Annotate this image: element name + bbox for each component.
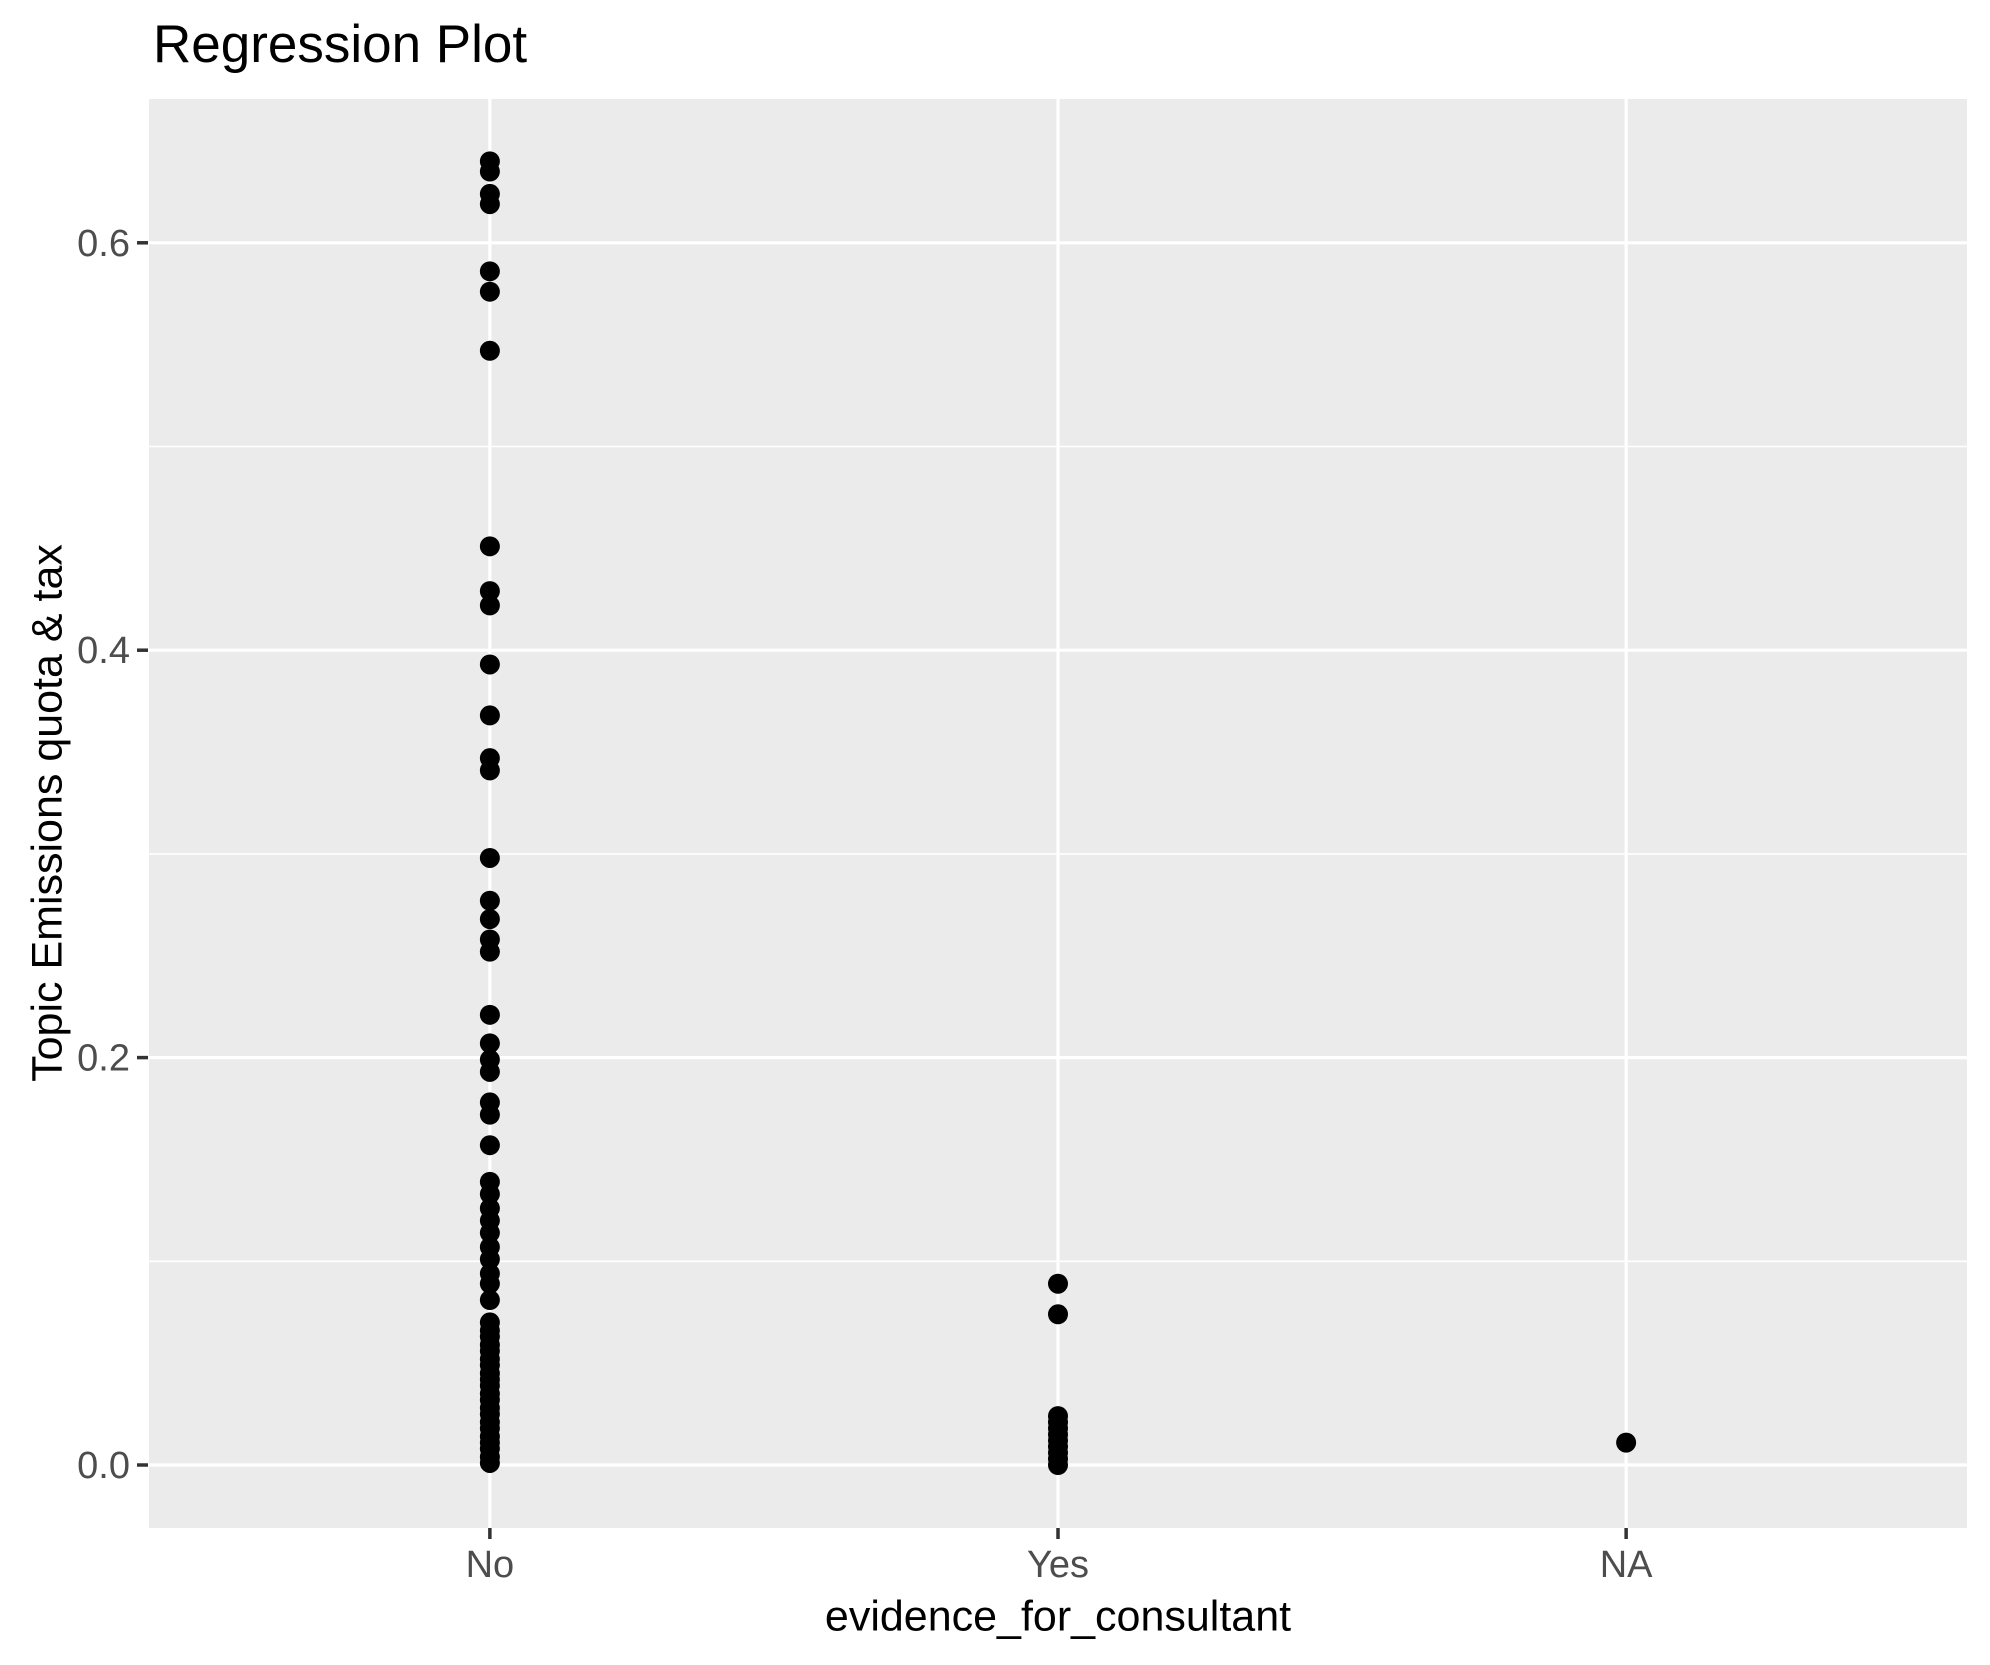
- data-point: [1048, 1273, 1068, 1294]
- y-axis-title: Topic Emissions quota & tax: [23, 544, 72, 1082]
- data-point: [479, 1104, 500, 1125]
- data-point: [479, 1004, 500, 1025]
- data-point: [479, 261, 500, 282]
- data-point: [479, 194, 500, 215]
- data-point: [479, 1135, 500, 1156]
- data-point: [479, 1033, 500, 1054]
- x-tick-label: NA: [1600, 1544, 1653, 1586]
- data-point: [1048, 1455, 1068, 1475]
- y-tick-label: 0.2: [77, 1038, 130, 1080]
- data-point: [479, 595, 500, 616]
- data-point: [479, 1061, 500, 1082]
- x-axis-title: evidence_for_consultant: [824, 1592, 1292, 1641]
- data-point: [1616, 1432, 1637, 1453]
- data-point: [479, 705, 500, 726]
- data-point: [479, 161, 500, 182]
- data-point: [479, 941, 500, 962]
- data-point: [479, 1222, 500, 1243]
- data-point: [479, 1452, 500, 1473]
- data-point: [479, 760, 500, 781]
- data-point: [479, 581, 500, 602]
- y-tick-label: 0.4: [77, 630, 130, 672]
- y-tick-label: 0.6: [77, 223, 130, 265]
- y-tick-label: 0.0: [77, 1445, 130, 1487]
- data-point: [479, 536, 500, 557]
- data-point: [479, 281, 500, 302]
- data-point: [479, 1290, 500, 1311]
- plot-title: Regression Plot: [153, 15, 528, 74]
- data-point: [479, 847, 500, 868]
- data-point: [479, 1249, 500, 1270]
- data-point: [479, 890, 500, 911]
- data-point: [479, 340, 500, 361]
- data-point: [479, 1184, 500, 1205]
- data-point: [479, 1273, 500, 1294]
- data-point: [1048, 1304, 1068, 1325]
- data-point: [479, 909, 500, 930]
- x-tick-label: No: [466, 1544, 515, 1586]
- x-tick-label: Yes: [1027, 1544, 1089, 1586]
- data-point: [479, 654, 500, 675]
